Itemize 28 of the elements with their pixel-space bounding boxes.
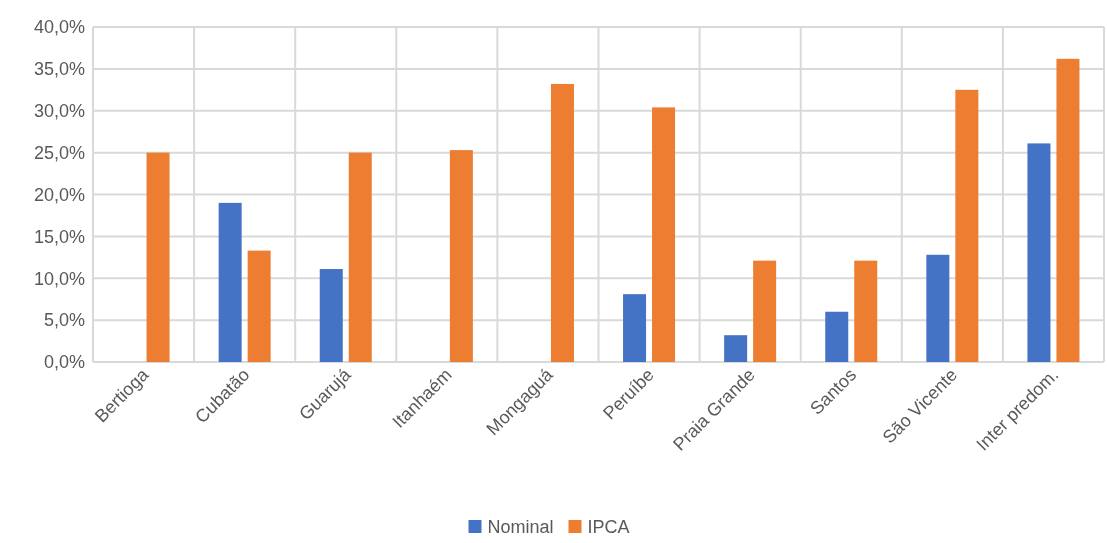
bar [753,260,777,362]
y-tick-label: 5,0% [43,310,85,331]
bar [854,260,878,362]
y-tick-label: 10,0% [33,268,85,289]
y-tick-label: 0,0% [43,352,85,373]
bar [926,254,950,362]
bar [955,89,979,362]
bar [1056,58,1080,362]
bar [550,83,574,362]
y-tick-label: 20,0% [33,184,85,205]
bar [218,202,242,362]
y-tick-label: 35,0% [33,59,85,80]
bar [724,335,748,362]
y-tick-label: 15,0% [33,226,85,247]
bar [825,311,849,362]
bar [623,294,647,362]
bar [1027,143,1051,362]
bar [449,150,473,362]
bar [146,152,170,362]
bar [247,250,271,362]
y-tick-label: 25,0% [33,142,85,163]
legend-label: Nominal [487,517,554,537]
bar [348,152,372,362]
bar [652,107,676,362]
legend-label: IPCA [587,517,630,537]
y-tick-label: 40,0% [33,17,85,38]
y-tick-label: 30,0% [33,101,85,122]
bar [319,269,343,362]
